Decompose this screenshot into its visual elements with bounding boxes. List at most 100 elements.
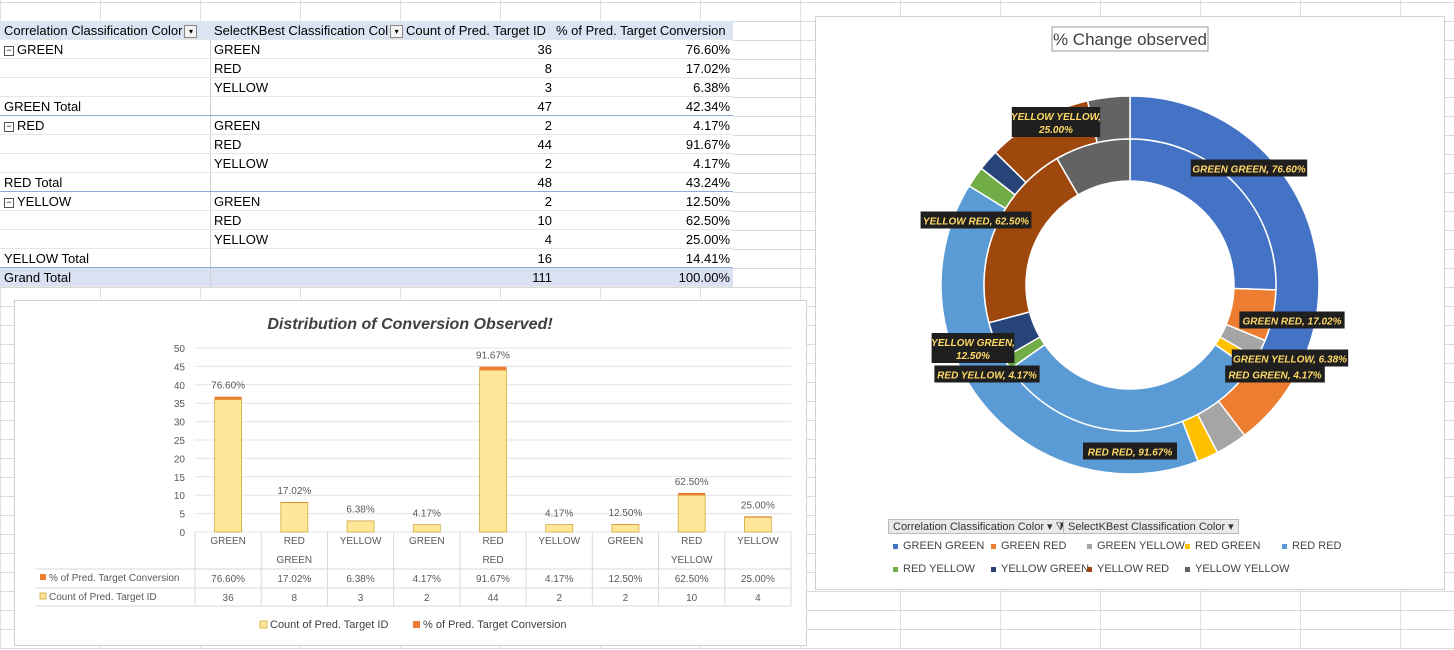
pivot-cell-count[interactable]: 2 xyxy=(406,116,552,135)
callout-label: YELLOW YELLOW, xyxy=(1011,112,1101,123)
pivot-cell-count[interactable]: 44 xyxy=(406,135,552,154)
pivot-cell-correlation[interactable] xyxy=(4,230,210,249)
legend-label: Count of Pred. Target ID xyxy=(270,619,388,631)
pivot-cell-correlation[interactable]: −YELLOW xyxy=(4,192,210,211)
y-tick-label: 30 xyxy=(174,418,186,429)
pivot-cell-correlation[interactable]: Grand Total xyxy=(4,268,210,287)
pivot-cell-count[interactable]: 47 xyxy=(406,97,552,116)
group-label: YELLOW xyxy=(671,555,713,566)
y-tick-label: 25 xyxy=(174,436,186,447)
pivot-cell-selectkbest[interactable]: GREEN xyxy=(214,116,404,135)
pivot-cell-percent[interactable]: 14.41% xyxy=(556,249,730,268)
pivot-cell-selectkbest[interactable]: YELLOW xyxy=(214,78,404,97)
legend-item[interactable]: YELLOW YELLOW xyxy=(1185,563,1290,575)
pivot-cell-correlation[interactable] xyxy=(4,154,210,173)
pivot-cell-percent[interactable]: 62.50% xyxy=(556,211,730,230)
pivot-cell-count[interactable]: 4 xyxy=(406,230,552,249)
pivot-cell-correlation[interactable] xyxy=(4,78,210,97)
pivot-cell-count[interactable]: 36 xyxy=(406,40,552,59)
pivot-header-percent[interactable]: % of Pred. Target Conversion xyxy=(556,21,730,40)
pivot-cell-percent[interactable]: 76.60% xyxy=(556,40,730,59)
callout-label: YELLOW GREEN, xyxy=(931,338,1015,349)
pivot-cell-correlation[interactable]: GREEN Total xyxy=(4,97,210,116)
pivot-cell-correlation[interactable]: RED Total xyxy=(4,173,210,192)
pivot-cell-count[interactable]: 48 xyxy=(406,173,552,192)
field-button-selectkbest[interactable]: SelectKBest Classification Color ▾ xyxy=(1063,519,1239,534)
column-divider xyxy=(210,230,211,248)
filter-dropdown-icon[interactable]: ▾ xyxy=(184,25,197,38)
pivot-header-correlation[interactable]: Correlation Classification Color▾ xyxy=(4,21,210,40)
legend-item[interactable]: YELLOW GREEN xyxy=(991,563,1089,575)
legend-item[interactable]: YELLOW RED xyxy=(1087,563,1169,575)
pivot-cell-percent[interactable]: 42.34% xyxy=(556,97,730,116)
column-divider xyxy=(210,59,211,77)
pivot-cell-selectkbest[interactable]: GREEN xyxy=(214,192,404,211)
table-count-value: 2 xyxy=(424,593,430,604)
pivot-cell-count[interactable]: 16 xyxy=(406,249,552,268)
pivot-cell-count[interactable]: 2 xyxy=(406,192,552,211)
pivot-cell-correlation[interactable] xyxy=(4,211,210,230)
pivot-cell-selectkbest[interactable] xyxy=(214,268,404,287)
collapse-icon[interactable]: − xyxy=(4,46,14,56)
y-tick-label: 40 xyxy=(174,381,186,392)
table-pct-value: 62.50% xyxy=(675,574,709,585)
legend-item[interactable]: GREEN GREEN xyxy=(893,540,984,552)
legend-item[interactable]: RED RED xyxy=(1282,540,1342,552)
column-divider xyxy=(210,249,211,267)
pivot-header-selectkbest[interactable]: SelectKBest Classification Col▾ xyxy=(214,21,404,40)
pivot-cell-correlation[interactable]: −RED xyxy=(4,116,210,135)
table-pct-value: 76.60% xyxy=(211,574,245,585)
legend-label: GREEN RED xyxy=(1001,540,1066,552)
legend-item[interactable]: GREEN YELLOW xyxy=(1087,540,1185,552)
pivot-cell-selectkbest[interactable] xyxy=(214,97,404,116)
pivot-cell-percent[interactable]: 43.24% xyxy=(556,173,730,192)
pivot-cell-percent[interactable]: 4.17% xyxy=(556,116,730,135)
pivot-cell-correlation[interactable] xyxy=(4,135,210,154)
collapse-icon[interactable]: − xyxy=(4,122,14,132)
pivot-cell-correlation[interactable]: YELLOW Total xyxy=(4,249,210,268)
pivot-cell-count[interactable]: 10 xyxy=(406,211,552,230)
pivot-cell-selectkbest[interactable] xyxy=(214,173,404,192)
pivot-cell-percent[interactable]: 25.00% xyxy=(556,230,730,249)
y-tick-label: 45 xyxy=(174,362,186,373)
legend-item[interactable]: RED YELLOW xyxy=(893,563,975,575)
callout-label: RED YELLOW, 4.17% xyxy=(937,371,1037,382)
column-divider xyxy=(210,78,211,96)
table-count-value: 4 xyxy=(755,593,761,604)
pivot-cell-percent[interactable]: 91.67% xyxy=(556,135,730,154)
pivot-cell-selectkbest[interactable]: YELLOW xyxy=(214,154,404,173)
chevron-down-icon[interactable]: ▾ xyxy=(390,25,403,38)
pivot-cell-count[interactable]: 2 xyxy=(406,154,552,173)
pivot-cell-selectkbest[interactable]: RED xyxy=(214,211,404,230)
pivot-cell-percent[interactable]: 12.50% xyxy=(556,192,730,211)
pivot-cell-count[interactable]: 3 xyxy=(406,78,552,97)
field-button-correlation[interactable]: Correlation Classification Color ▾ ⧩ xyxy=(888,519,1070,534)
pivot-cell-selectkbest[interactable] xyxy=(214,249,404,268)
x-tick-label: GREEN xyxy=(409,536,445,547)
legend-item[interactable]: RED GREEN xyxy=(1185,540,1260,552)
pivot-cell-correlation[interactable] xyxy=(4,59,210,78)
pivot-cell-selectkbest[interactable]: YELLOW xyxy=(214,230,404,249)
collapse-icon[interactable]: − xyxy=(4,198,14,208)
pivot-header-count[interactable]: Count of Pred. Target ID xyxy=(406,21,552,40)
pivot-cell-count[interactable]: 8 xyxy=(406,59,552,78)
pivot-cell-correlation[interactable]: −GREEN xyxy=(4,40,210,59)
pivot-cell-selectkbest[interactable]: RED xyxy=(214,135,404,154)
pivot-cell-text: Grand Total xyxy=(4,270,71,285)
table-count-value: 44 xyxy=(487,593,499,604)
pivot-cell-count[interactable]: 111 xyxy=(406,268,552,287)
legend-label: YELLOW GREEN xyxy=(1001,563,1089,575)
legend-swatch xyxy=(1185,544,1190,549)
legend-item[interactable]: GREEN RED xyxy=(991,540,1066,552)
legend-swatch xyxy=(893,567,898,572)
pivot-cell-selectkbest[interactable]: GREEN xyxy=(214,40,404,59)
pivot-cell-percent[interactable]: 6.38% xyxy=(556,78,730,97)
pivot-cell-percent[interactable]: 100.00% xyxy=(556,268,730,287)
pivot-cell-percent[interactable]: 17.02% xyxy=(556,59,730,78)
pivot-cell-percent[interactable]: 4.17% xyxy=(556,154,730,173)
pivot-cell-selectkbest[interactable]: RED xyxy=(214,59,404,78)
